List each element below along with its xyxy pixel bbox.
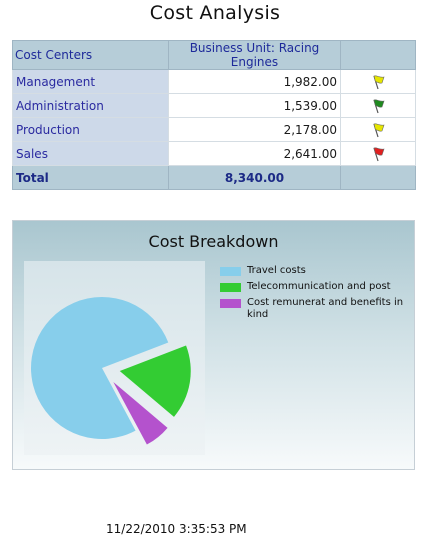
table-header-row: Cost Centers Business Unit: Racing Engin… (12, 40, 416, 70)
header-flag (340, 40, 416, 70)
cost-center-cell[interactable]: Administration (12, 93, 169, 118)
green-flag-icon (373, 98, 385, 113)
legend-item: Travel costs (220, 265, 410, 277)
total-empty-cell (340, 165, 416, 190)
value-cell: 1,539.00 (168, 93, 341, 118)
value-cell: 1,982.00 (168, 69, 341, 94)
table-row: Administration 1,539.00 (12, 93, 416, 118)
yellow-flag-icon (373, 122, 385, 137)
page-title: Cost Analysis (149, 2, 281, 24)
legend-swatch (220, 267, 241, 276)
legend-item: Cost remunerat and benefits in kind (220, 297, 410, 321)
value-cell: 2,641.00 (168, 141, 341, 166)
yellow-flag-icon (340, 117, 416, 142)
cost-center-cell[interactable]: Sales (12, 141, 169, 166)
chart-title: Cost Breakdown (148, 232, 279, 251)
pie-plot-area (24, 261, 205, 455)
cost-center-cell[interactable]: Production (12, 117, 169, 142)
cost-center-cell[interactable]: Management (12, 69, 169, 94)
pie-slice-cost-remunerat-and-benefits-in-kind[interactable] (113, 381, 168, 445)
table-row: Sales 2,641.00 (12, 141, 416, 166)
cost-table: Cost Centers Business Unit: Racing Engin… (12, 40, 416, 190)
pie-slice-travel-costs[interactable] (30, 296, 169, 439)
legend-item: Telecommunication and post (220, 281, 410, 293)
legend-label: Travel costs (247, 265, 306, 276)
header-business-unit[interactable]: Business Unit: Racing Engines (168, 40, 341, 70)
chart-legend: Travel costs Telecommunication and post … (220, 265, 410, 325)
pie-chart (30, 296, 191, 445)
red-flag-icon (373, 146, 385, 161)
legend-label: Cost remunerat and benefits in kind (247, 297, 404, 320)
header-cost-centers[interactable]: Cost Centers (12, 40, 169, 70)
legend-swatch (220, 299, 241, 308)
legend-swatch (220, 283, 241, 292)
report-timestamp: 11/22/2010 3:35:53 PM (106, 522, 247, 536)
pie-slice-telecommunication-and-post[interactable] (119, 345, 191, 417)
total-row: Total 8,340.00 (12, 165, 416, 190)
table-row: Production 2,178.00 (12, 117, 416, 142)
green-flag-icon (340, 93, 416, 118)
total-label: Total (12, 165, 169, 190)
total-value: 8,340.00 (168, 165, 341, 190)
table-row: Management 1,982.00 (12, 69, 416, 94)
red-flag-icon (340, 141, 416, 166)
yellow-flag-icon (373, 74, 385, 89)
yellow-flag-icon (340, 69, 416, 94)
cost-breakdown-chart: Cost Breakdown Travel costs Telecommunic… (12, 220, 415, 470)
value-cell: 2,178.00 (168, 117, 341, 142)
legend-label: Telecommunication and post (247, 281, 391, 292)
